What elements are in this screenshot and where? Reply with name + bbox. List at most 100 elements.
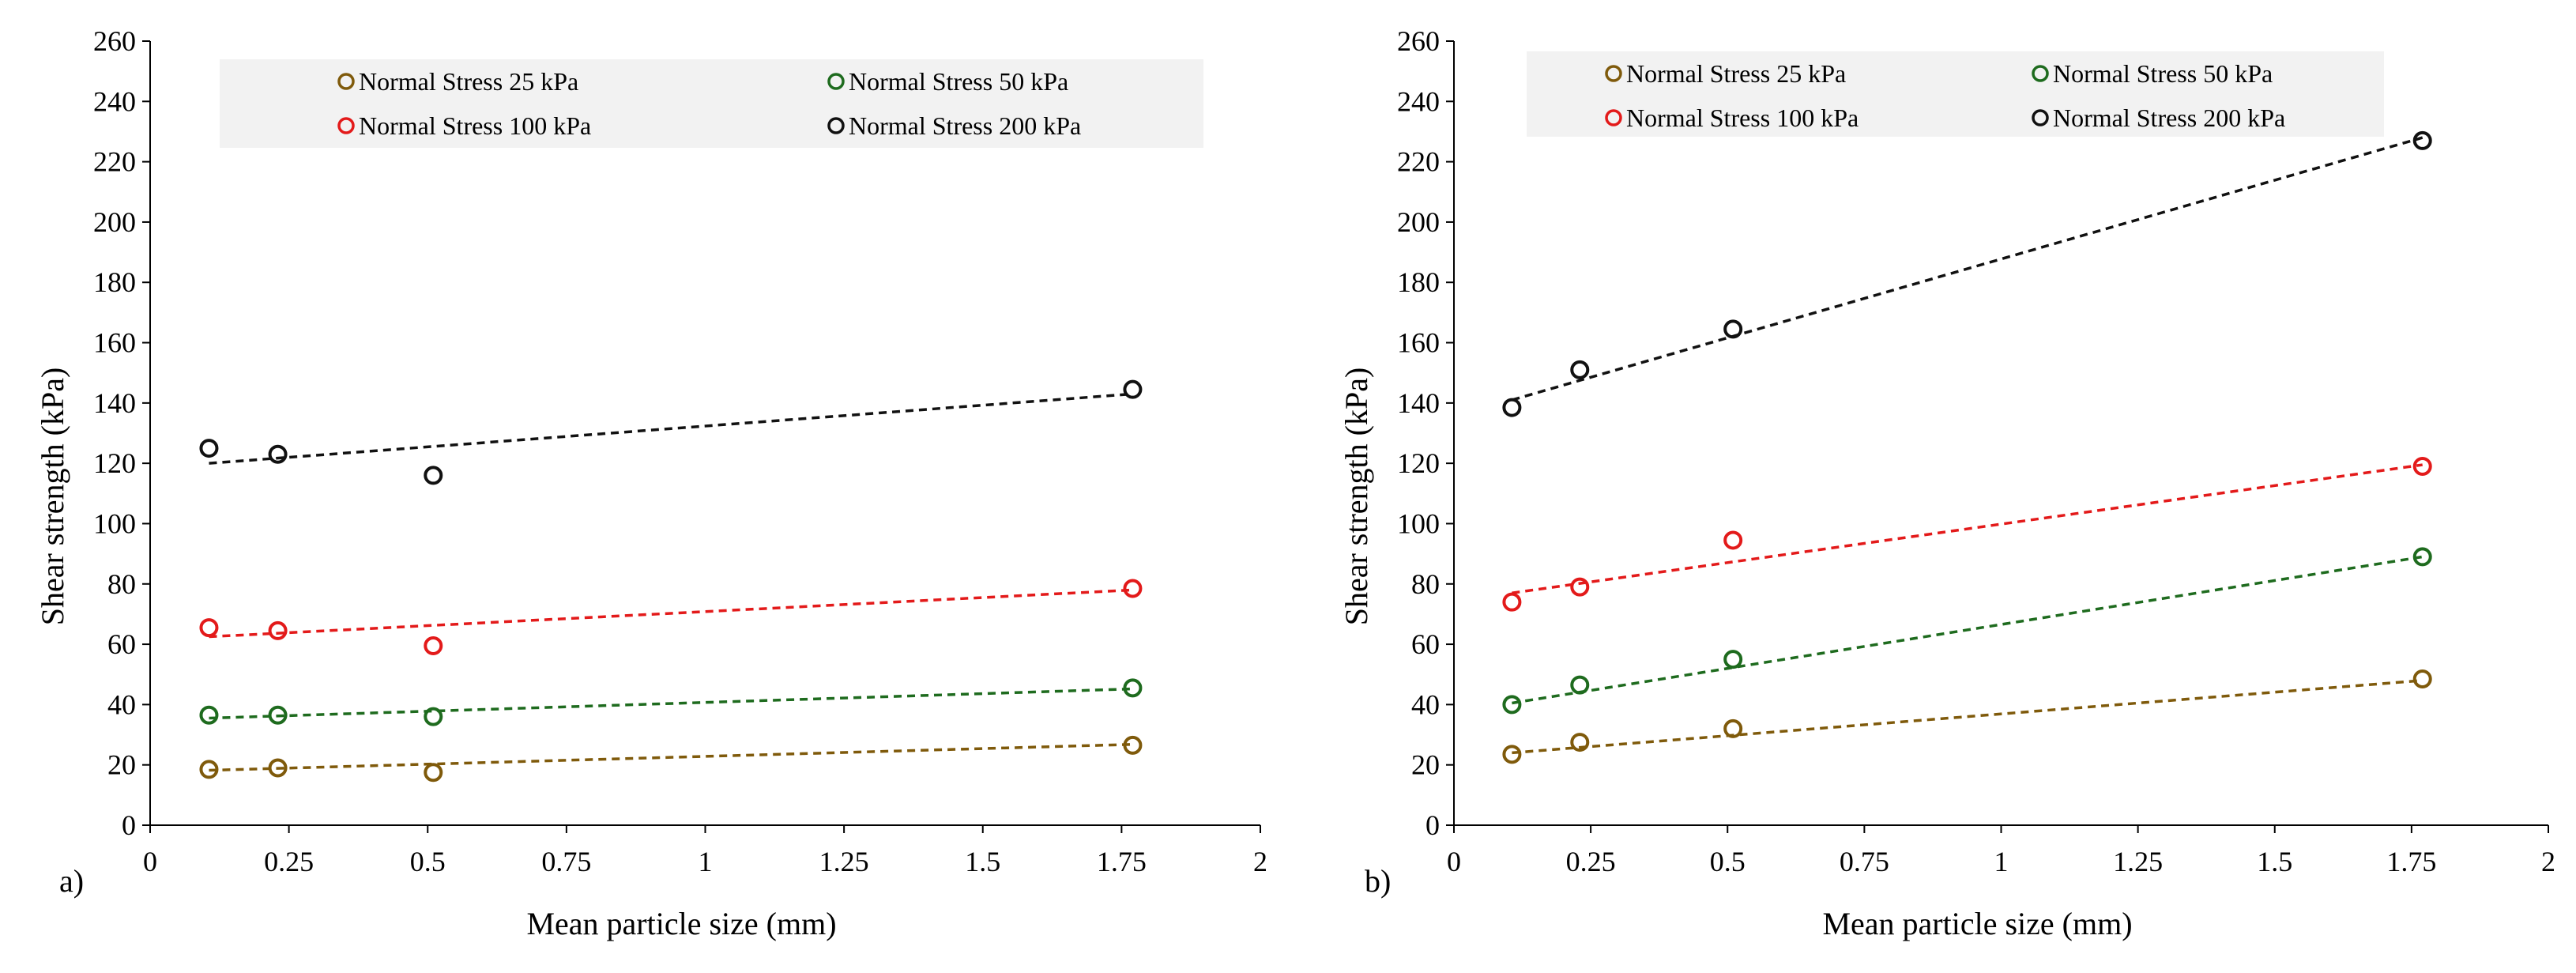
legend-label-ns25: Normal Stress 25 kPa: [359, 67, 578, 96]
y-tick-label: 140: [93, 387, 136, 419]
y-tick-label: 180: [1397, 266, 1440, 298]
legend-marker-ns50: [2032, 65, 2049, 82]
y-tick-label: 160: [1397, 327, 1440, 359]
data-point-ns25: [268, 758, 288, 778]
x-tick-label: 1.25: [819, 846, 869, 877]
y-axis-title: Shear strength (kPa): [1339, 368, 1374, 626]
y-tick-label: 60: [1411, 628, 1440, 660]
data-point-ns100: [199, 618, 219, 638]
data-point-ns100: [1123, 579, 1143, 598]
y-tick-label: 80: [1411, 568, 1440, 600]
data-point-ns50: [1723, 650, 1743, 669]
trendline-ns100: [209, 588, 1133, 639]
data-point-ns25: [199, 760, 219, 779]
trendline-ns25: [209, 742, 1133, 772]
data-point-ns100: [1723, 530, 1743, 550]
legend-marker-ns25: [1605, 65, 1622, 82]
x-tick-label: 0.5: [410, 846, 446, 877]
data-point-ns25: [1502, 745, 1522, 764]
data-point-ns200: [1123, 379, 1143, 399]
legend: Normal Stress 25 kPa Normal Stress 50 kPa…: [1527, 51, 2384, 137]
y-tick-label: 180: [93, 266, 136, 298]
legend-marker-ns100: [1605, 109, 1622, 126]
trendline-ns25: [1512, 679, 2423, 755]
y-axis-title: Shear strength (kPa): [35, 368, 70, 626]
data-point-ns200: [2412, 130, 2432, 150]
data-point-ns100: [2412, 456, 2432, 476]
legend-marker-ns100: [337, 117, 355, 134]
x-tick-label: 1.5: [2257, 846, 2292, 877]
x-tick-label: 1.25: [2113, 846, 2163, 877]
y-tick-label: 160: [93, 327, 136, 359]
panel-label: a): [59, 863, 84, 899]
data-point-ns50: [199, 705, 219, 725]
legend-label-ns100: Normal Stress 100 kPa: [359, 111, 591, 140]
trendline-ns50: [209, 687, 1133, 720]
data-point-ns200: [1502, 398, 1522, 417]
x-axis-title: Mean particle size (mm): [1822, 906, 2132, 941]
y-tick-label: 60: [107, 628, 136, 660]
legend-label-ns200: Normal Stress 200 kPa: [849, 111, 1081, 140]
data-point-ns200: [424, 466, 443, 485]
y-tick-label: 100: [1397, 507, 1440, 539]
chart-panel-a: 0 20 40 60 80 100 120 140 160 180 200 220 240 260 0 0.2…: [35, 25, 1267, 941]
x-tick-label: 0.5: [1710, 846, 1746, 877]
data-point-ns100: [424, 635, 443, 655]
data-point-ns50: [1570, 675, 1590, 695]
trendline-ns200: [209, 392, 1133, 465]
data-point-ns100: [1502, 592, 1522, 612]
y-tick-label: 220: [1397, 146, 1440, 178]
y-tick-label: 20: [1411, 749, 1440, 781]
y-tick-label: 240: [93, 85, 136, 117]
data-point-ns200: [268, 444, 288, 464]
y-tick-label: 40: [107, 688, 136, 720]
data-point-ns25: [2412, 669, 2432, 688]
data-point-ns50: [1502, 695, 1522, 715]
legend-marker-ns50: [827, 73, 845, 90]
data-point-ns200: [1570, 360, 1590, 379]
trendline-ns200: [1511, 136, 2423, 402]
legend-label-ns25: Normal Stress 25 kPa: [1626, 59, 1846, 88]
y-tick-label: 100: [93, 507, 136, 539]
data-point-ns50: [2412, 547, 2432, 567]
x-tick-label: 1: [1994, 846, 2009, 877]
y-tick-label: 0: [122, 809, 136, 841]
legend-label-ns50: Normal Stress 50 kPa: [849, 67, 1068, 96]
y-tick-label: 240: [1397, 85, 1440, 117]
legend-label-ns200: Normal Stress 200 kPa: [2053, 104, 2285, 132]
x-tick-label: 1.75: [2386, 846, 2436, 877]
y-tick-label: 260: [1397, 25, 1440, 57]
x-tick-label: 0.25: [1566, 846, 1616, 877]
y-tick-label: 80: [107, 568, 136, 600]
y-tick-label: 120: [93, 447, 136, 479]
data-point-ns50: [1123, 678, 1143, 698]
legend-background: [220, 59, 1203, 148]
data-point-ns100: [1570, 577, 1590, 597]
data-point-ns50: [424, 707, 443, 726]
trendline-ns100: [1512, 463, 2423, 594]
x-tick-label: 1.5: [965, 846, 1000, 877]
x-tick-label: 0: [143, 846, 157, 877]
y-tick-label: 200: [93, 206, 136, 238]
data-point-ns25: [1723, 718, 1743, 738]
legend-background: [1527, 51, 2384, 137]
y-tick-label: 220: [93, 146, 136, 178]
x-tick-label: 1.75: [1097, 846, 1147, 877]
data-point-ns200: [199, 439, 219, 458]
x-tick-label: 0.75: [1840, 846, 1889, 877]
data-point-ns50: [268, 705, 288, 725]
y-tick-label: 200: [1397, 206, 1440, 238]
x-axis-title: Mean particle size (mm): [526, 906, 836, 941]
data-point-ns25: [424, 763, 443, 783]
legend: Normal Stress 25 kPa Normal Stress 50 kPa…: [220, 59, 1203, 148]
y-tick-label: 20: [107, 749, 136, 781]
x-tick-label: 0: [1447, 846, 1461, 877]
legend-label-ns100: Normal Stress 100 kPa: [1626, 104, 1859, 132]
x-tick-label: 2: [1253, 846, 1267, 877]
legend-marker-ns200: [827, 117, 845, 134]
panel-label: b): [1365, 863, 1391, 899]
data-point-ns200: [1723, 319, 1743, 339]
chart-panel-b: 0 20 40 60 80 100 120 140 160 180 200 220 240 260 0 0.2…: [1339, 25, 2555, 941]
x-tick-label: 0.25: [264, 846, 314, 877]
